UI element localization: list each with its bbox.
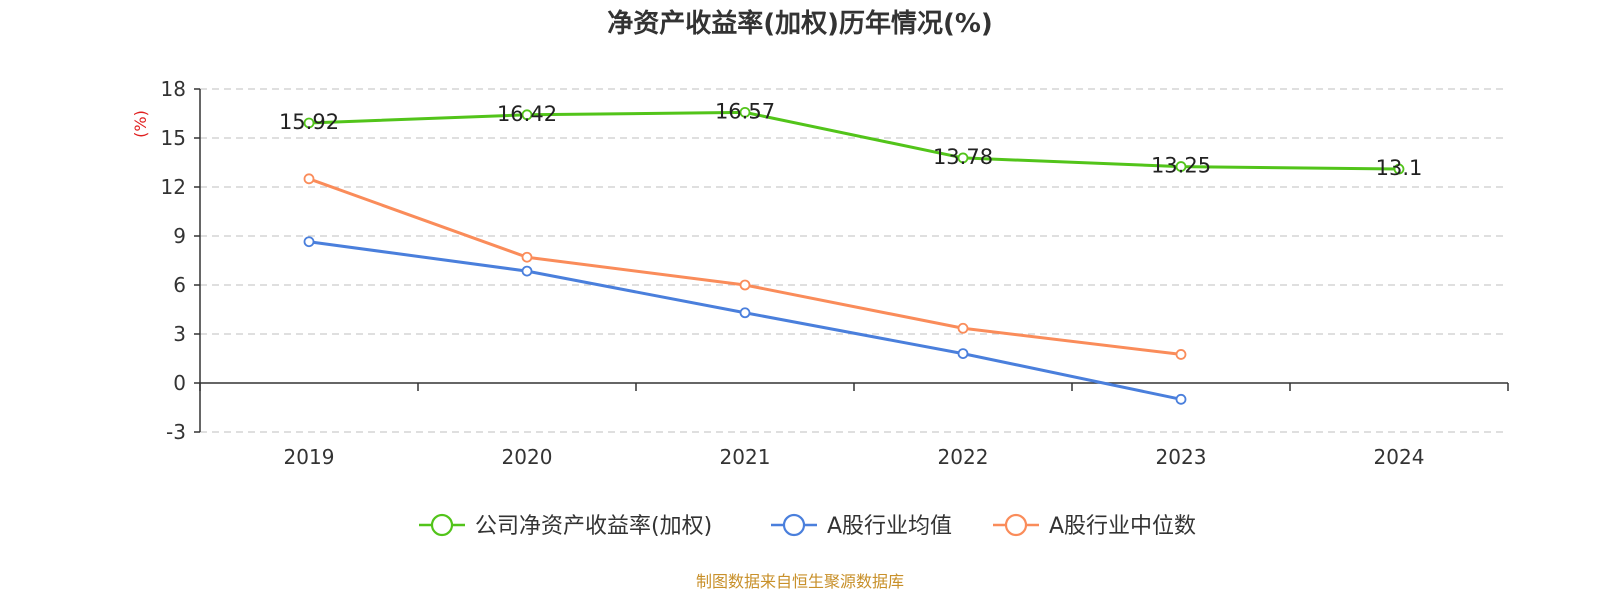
legend-item: A股行业中位数 [993, 513, 1196, 539]
axes: 18 15 12 9 6 3 0 -3 2019 2020 2021 2022 2023 2024 [161, 77, 1509, 469]
data-label: 16.42 [497, 102, 557, 126]
data-label: 13.1 [1376, 156, 1423, 180]
data-point [521, 109, 533, 121]
data-point [303, 117, 315, 129]
legend-item: 公司净资产收益率(加权) [419, 513, 712, 539]
y-tick-label: 18 [161, 77, 186, 101]
data-point [739, 106, 751, 118]
chart-title: 净资产收益率(加权)历年情况(%) [607, 8, 993, 39]
x-tick-label: 2023 [1156, 445, 1207, 469]
y-tick-label: 15 [161, 126, 186, 150]
data-point [521, 251, 533, 263]
data-point [957, 152, 969, 164]
data-label: 16.57 [715, 99, 775, 123]
legend-label: A股行业中位数 [1049, 514, 1196, 539]
x-tick-label: 2024 [1374, 445, 1425, 469]
data-point [303, 236, 315, 248]
data-point [1393, 163, 1405, 175]
data-labels: 15.92 16.42 16.57 13.78 13.25 13.1 [279, 99, 1422, 180]
legend-marker [782, 513, 806, 537]
y-tick-label: 3 [173, 322, 186, 346]
legend-label: 公司净资产收益率(加权) [475, 514, 712, 539]
x-tick-label: 2019 [284, 445, 335, 469]
data-point [1175, 393, 1187, 405]
data-point [957, 322, 969, 334]
y-tick-label: 6 [173, 273, 186, 297]
data-label: 13.78 [933, 145, 993, 169]
data-point [739, 307, 751, 319]
legend-item: A股行业均值 [771, 513, 952, 539]
series-line [308, 240, 1182, 401]
x-tick-label: 2021 [720, 445, 771, 469]
x-tick-label: 2020 [502, 445, 553, 469]
legend-label: A股行业均值 [827, 514, 952, 539]
data-point [521, 265, 533, 277]
data-point [303, 173, 315, 185]
series-lines [303, 106, 1405, 405]
legend-marker [430, 513, 454, 537]
x-tick-label: 2022 [938, 445, 989, 469]
series-line [308, 110, 1400, 171]
source-note: 制图数据来自恒生聚源数据库 [696, 572, 904, 591]
y-tick-label: 9 [173, 224, 186, 248]
y-tick-label: 0 [173, 371, 186, 395]
y-axis-label: (%) [131, 110, 150, 138]
grid-lines [200, 88, 1508, 433]
legend: 公司净资产收益率(加权) A股行业均值 A股行业中位数 [419, 513, 1196, 539]
legend-marker [1004, 513, 1028, 537]
data-label: 13.25 [1151, 154, 1211, 178]
data-label: 15.92 [279, 110, 339, 134]
series-line [308, 177, 1182, 356]
data-point [1175, 161, 1187, 172]
data-point [957, 348, 969, 360]
y-tick-label: -3 [166, 420, 186, 444]
data-point [739, 279, 751, 291]
y-tick-label: 12 [161, 175, 186, 199]
data-point [1175, 349, 1187, 360]
